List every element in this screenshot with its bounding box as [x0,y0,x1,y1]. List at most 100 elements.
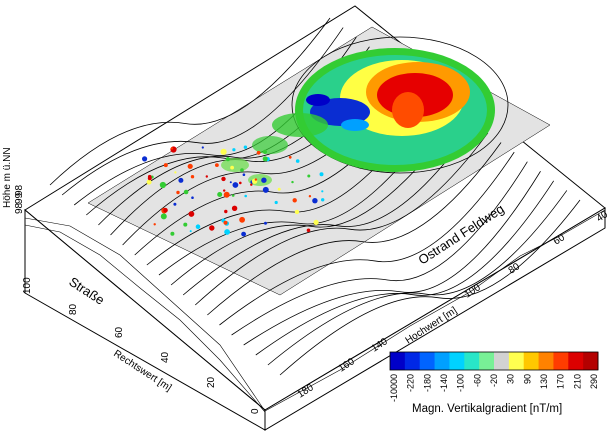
contour-line [182,123,476,296]
colorbar-swatch [479,352,495,370]
tick-front-x: 0 [250,408,261,414]
speckle [240,168,244,172]
speckle [291,180,294,184]
colorbar-ticks: -10000 -220 -180 -140 -100 -60 -20 30 90 130 170 21… [389,374,599,402]
colorbar-tick: -180 [422,374,432,392]
speckle [195,224,201,229]
colorbar-title: Magn. Vertikalgradient [nT/m] [412,403,562,415]
colorbar-swatch [390,352,406,370]
speckle [170,147,174,150]
colorbar-tick: 30 [506,374,516,384]
speckle [231,205,238,211]
speckle [239,181,242,185]
colorbar-swatch [434,352,450,370]
tick-front-x: 40 [160,351,171,363]
contour-line [170,113,462,286]
speckle [153,223,156,226]
speckle [307,174,311,178]
speckle [262,156,268,162]
colorbar-swatch [494,352,510,370]
speckle [256,150,261,155]
tick-right-y: 40 [595,209,610,225]
speckle [191,196,194,199]
colorbar-tick: 290 [589,374,599,389]
colorbar-swatch [568,352,584,370]
colorbar-swatch [583,352,599,370]
speckle [294,209,300,215]
speckle [223,220,228,225]
speckle [308,195,312,198]
tick-height: 99 [14,192,25,204]
contour-line [267,190,568,366]
speckle [189,230,192,233]
speckle [292,198,297,203]
speckle [224,209,228,214]
speckle [220,148,227,155]
colorbar-tick: -140 [439,374,449,392]
speckle [231,194,235,197]
speckle [250,183,253,186]
speckle [241,231,247,237]
colorbar-swatch [538,352,554,370]
contour-line [279,199,581,376]
speckle [306,228,311,233]
speckle [163,163,168,168]
speckle [147,174,152,179]
side-profiles [24,209,606,413]
contour-line [49,17,331,186]
front-x-ticks: 0 20 40 60 80 100 [22,277,261,414]
colorbar-swatch [419,352,436,370]
colorbar-swatch [553,352,569,370]
colorbar-swatch [464,352,480,370]
colorbar-tick: -10000 [389,374,399,402]
tick-front-x: 20 [206,376,217,388]
speckle [239,216,246,223]
contour-ring [291,36,509,174]
tick-height: 98 [14,184,25,196]
speckle [146,179,152,185]
speckle [142,156,148,162]
anomaly-speckles [142,145,325,237]
contour-line [61,27,344,196]
speckle [176,190,180,195]
speckle [274,200,278,205]
speckle [183,222,188,227]
speckle [159,181,166,189]
colorbar: -10000 -220 -180 -140 -100 -60 -20 30 90 130 170 21… [389,351,599,415]
height-ticks: 98 99 98 [14,184,25,214]
colorbar-swatch [508,352,525,370]
speckle [277,187,281,191]
colorbar-tick: -220 [406,374,416,392]
speckle [174,171,177,174]
speckle [173,202,177,206]
colorbar-swatch [523,352,540,370]
magnetic-anomaly [221,48,495,186]
speckle [215,163,219,168]
tick-front-x: 80 [68,303,79,315]
speckle [230,165,235,170]
speckle [221,176,226,182]
contour-line [194,132,489,306]
speckle [201,146,204,149]
colorbar-tick: -60 [472,374,482,387]
speckle [313,219,319,225]
speckle [262,149,267,154]
tick-height: 98 [14,202,25,214]
speckle [170,146,177,153]
speckle [321,190,324,193]
speckle [188,211,195,217]
speckle [232,148,236,152]
speckle [312,198,318,204]
speckle [205,175,208,178]
speckle [170,231,175,236]
speckle [190,175,195,179]
contour-line [231,161,528,336]
colorbar-swatch [449,352,465,370]
colorbar-tick: 130 [539,374,549,389]
axis-title-hoehe: Höhe m ü.NN [2,147,13,208]
speckle [243,145,248,149]
colorbar-tick: 210 [572,374,582,389]
speckle [178,177,184,183]
speckle [223,191,230,198]
speckle [319,172,324,177]
